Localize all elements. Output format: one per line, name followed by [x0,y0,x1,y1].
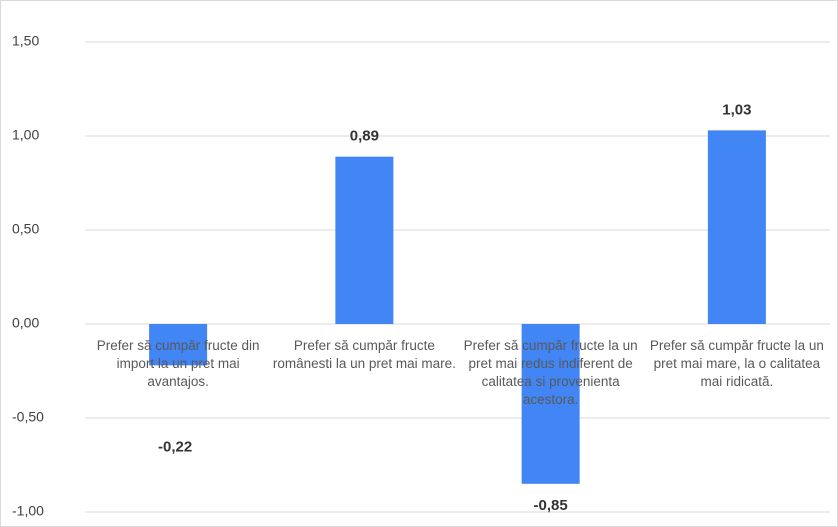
label-line: avantajos. [147,374,209,389]
value-label: -0,22 [158,438,192,455]
value-label: 0,89 [350,128,379,145]
label-line: Prefer să cumpăr fructe din [97,338,260,353]
y-tick-label: -0,50 [12,409,44,425]
label-line: import la un pret mai [117,356,240,371]
label-line: pret mai mare, la o calitatea [654,356,821,371]
y-tick-label: 1,00 [12,127,39,143]
label-line: românesti la un pret mai mare. [273,356,456,371]
y-tick-label: 0,50 [12,221,39,237]
label-line: Prefer să cumpăr fructe la un [464,338,638,353]
label-line: acestora. [523,392,579,407]
value-label: -0,85 [534,497,568,514]
bar [335,156,394,324]
label-line: mai ridicată. [700,374,773,389]
x-tick-label: Prefer să cumpăr fructe la un pret mai re… [464,338,638,407]
label-line: calitatea si provenienta [482,374,621,389]
x-tick-label: Prefer să cumpăr fructe românesti la un p… [273,338,456,371]
x-tick-label: Prefer să cumpăr fructe din import la un … [97,338,260,389]
label-line: Prefer să cumpăr fructe la un [650,338,824,353]
value-label: 1,03 [722,101,751,118]
bar [149,324,208,366]
label-line: Prefer să cumpăr fructe [294,338,435,353]
y-tick-label: -1,00 [12,503,44,519]
y-tick-label: 1,50 [12,33,39,49]
bar [521,324,580,484]
label-line: pret mai redus indiferent de [468,356,632,371]
x-tick-label: Prefer să cumpăr fructe la un pret mai ma… [650,338,824,389]
bar [707,130,766,324]
y-tick-label: 0,00 [12,315,39,331]
